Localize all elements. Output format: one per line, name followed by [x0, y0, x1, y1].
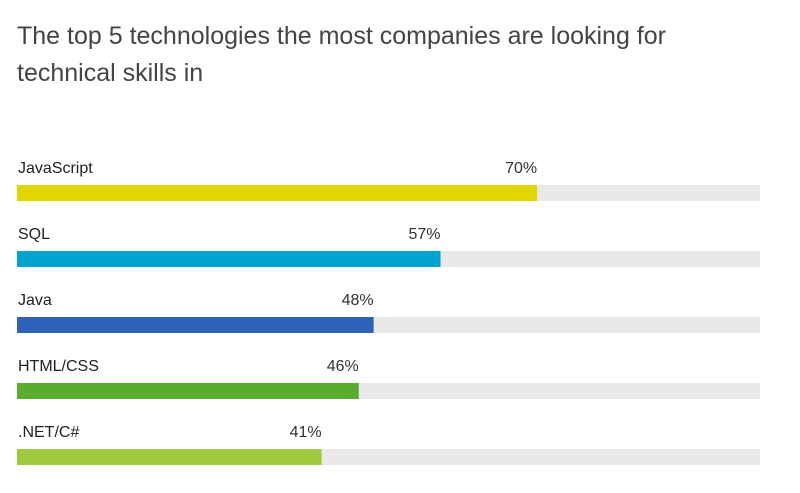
category-label-javascript: JavaScript: [18, 160, 93, 177]
category-label-net-c: .NET/C#: [18, 424, 79, 441]
category-label-html-css: HTML/CSS: [18, 358, 99, 375]
chart-title: The top 5 technologies the most companie…: [17, 22, 666, 87]
bar-net-c: [17, 449, 322, 465]
value-label-net-c: 41%: [290, 424, 322, 441]
value-label-html-css: 46%: [327, 358, 359, 375]
category-label-sql: SQL: [18, 226, 50, 243]
bar-java: [17, 317, 374, 333]
bar-html-css: [17, 383, 359, 399]
bar-sql: [17, 251, 441, 267]
value-label-sql: 57%: [408, 226, 440, 243]
value-label-javascript: 70%: [505, 160, 537, 177]
bar-javascript: [17, 185, 538, 201]
value-label-java: 48%: [342, 292, 374, 309]
category-label-java: Java: [18, 292, 52, 309]
